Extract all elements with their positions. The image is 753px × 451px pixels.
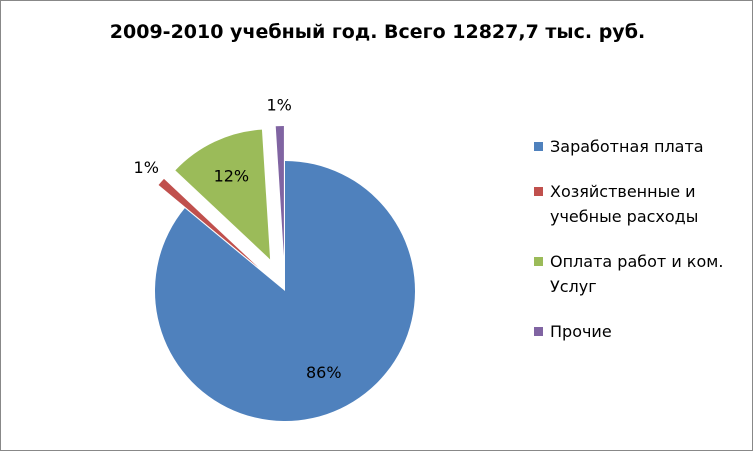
legend-swatch — [534, 187, 543, 196]
legend-label: Хозяйственные и учебные расходы — [550, 182, 699, 226]
legend-item: Оплата работ и ком. Услуг — [534, 249, 734, 299]
legend-swatch — [534, 142, 543, 151]
data-label: 12% — [214, 166, 250, 185]
legend-item: Прочие — [534, 319, 734, 344]
legend-label: Оплата работ и ком. Услуг — [550, 252, 724, 296]
data-label: 86% — [306, 363, 342, 382]
data-label: 1% — [266, 96, 291, 115]
pie-slice — [275, 126, 284, 257]
legend-item: Хозяйственные и учебные расходы — [534, 179, 734, 229]
pie-slice — [158, 178, 259, 268]
legend-label: Прочие — [550, 322, 612, 341]
pie-slice — [175, 129, 271, 260]
legend-item: Заработная плата — [534, 134, 734, 159]
legend-swatch — [534, 327, 543, 336]
chart-title: 2009-2010 учебный год. Всего 12827,7 тыс… — [109, 21, 646, 43]
legend-swatch — [534, 257, 543, 266]
legend-label: Заработная плата — [550, 137, 704, 156]
pie-slice — [154, 161, 415, 421]
legend: Заработная плата Хозяйственные и учебные … — [534, 134, 734, 364]
data-label: 1% — [134, 158, 159, 177]
